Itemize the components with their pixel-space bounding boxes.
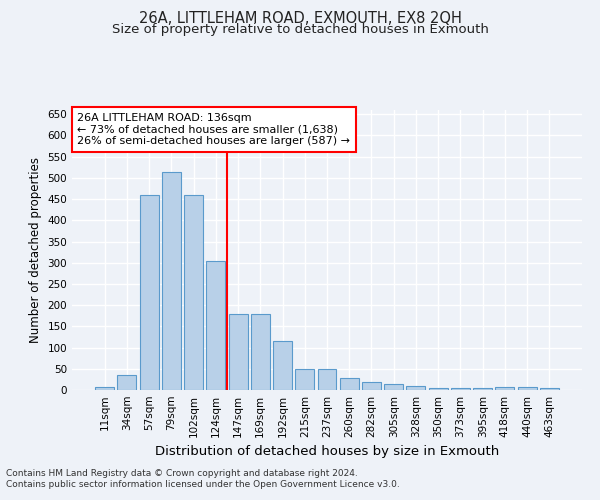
Bar bbox=[251, 314, 270, 390]
Bar bbox=[118, 375, 136, 390]
Bar bbox=[340, 378, 359, 390]
Bar bbox=[206, 260, 225, 390]
Bar bbox=[229, 314, 248, 390]
Bar bbox=[496, 387, 514, 390]
Text: Size of property relative to detached houses in Exmouth: Size of property relative to detached ho… bbox=[112, 22, 488, 36]
Bar bbox=[384, 384, 403, 390]
Text: 26A LITTLEHAM ROAD: 136sqm
← 73% of detached houses are smaller (1,638)
26% of s: 26A LITTLEHAM ROAD: 136sqm ← 73% of deta… bbox=[77, 113, 350, 146]
Bar bbox=[473, 388, 492, 390]
Bar bbox=[317, 369, 337, 390]
Bar bbox=[362, 382, 381, 390]
Bar bbox=[162, 172, 181, 390]
Text: Contains HM Land Registry data © Crown copyright and database right 2024.: Contains HM Land Registry data © Crown c… bbox=[6, 468, 358, 477]
Bar bbox=[540, 388, 559, 390]
Text: Contains public sector information licensed under the Open Government Licence v3: Contains public sector information licen… bbox=[6, 480, 400, 489]
Bar bbox=[295, 369, 314, 390]
Bar bbox=[273, 341, 292, 390]
Bar bbox=[140, 195, 158, 390]
X-axis label: Distribution of detached houses by size in Exmouth: Distribution of detached houses by size … bbox=[155, 446, 499, 458]
Bar bbox=[518, 387, 536, 390]
Bar bbox=[184, 195, 203, 390]
Text: 26A, LITTLEHAM ROAD, EXMOUTH, EX8 2QH: 26A, LITTLEHAM ROAD, EXMOUTH, EX8 2QH bbox=[139, 11, 461, 26]
Y-axis label: Number of detached properties: Number of detached properties bbox=[29, 157, 42, 343]
Bar bbox=[451, 388, 470, 390]
Bar bbox=[406, 386, 425, 390]
Bar bbox=[95, 387, 114, 390]
Bar bbox=[429, 388, 448, 390]
